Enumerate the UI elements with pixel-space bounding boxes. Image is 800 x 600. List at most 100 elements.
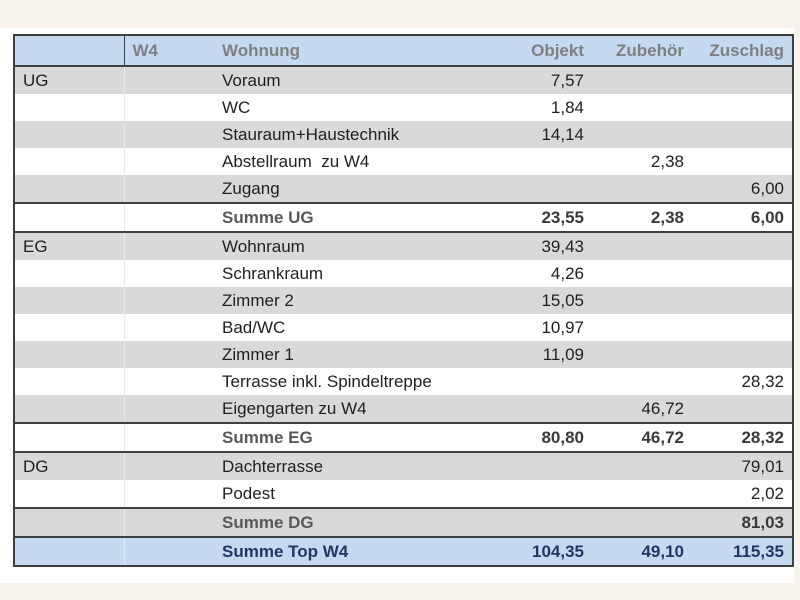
- level-cell: [14, 202, 125, 233]
- room-name-cell: Summe EG: [214, 422, 492, 453]
- level-cell: [14, 314, 125, 341]
- area-table: W4 Wohnung Objekt Zubehör Zuschlag UG Vor…: [13, 34, 794, 567]
- table-header: W4 Wohnung Objekt Zubehör Zuschlag: [14, 35, 793, 67]
- zubehoer-value-cell: 2,38: [592, 202, 692, 233]
- total-row: Summe Top W4 104,35 49,10 115,35: [14, 536, 793, 566]
- room-name-cell: Abstellraum zu W4: [214, 148, 492, 175]
- zubehoer-value-cell: [592, 507, 692, 538]
- level-cell: [14, 507, 125, 538]
- room-name-cell: Wohnraum: [214, 232, 492, 260]
- document-sheet: W4 Wohnung Objekt Zubehör Zuschlag UG Vor…: [0, 28, 795, 583]
- zuschlag-value-cell: 28,32: [692, 368, 793, 395]
- zubehoer-value-cell: [592, 480, 692, 508]
- w4-cell: [124, 260, 214, 287]
- header-wohnung: Wohnung: [214, 35, 492, 67]
- header-level: [14, 35, 125, 67]
- level-cell: [14, 121, 125, 148]
- objekt-value-cell: [492, 148, 592, 175]
- header-zuschlag: Zuschlag: [692, 35, 793, 67]
- zubehoer-value-cell: 49,10: [592, 536, 692, 566]
- objekt-value-cell: 7,57: [492, 66, 592, 94]
- objekt-value-cell: [492, 395, 592, 423]
- w4-cell: [124, 148, 214, 175]
- zuschlag-value-cell: [692, 395, 793, 423]
- w4-cell: [124, 175, 214, 203]
- room-name-cell: Summe UG: [214, 202, 492, 233]
- room-name-cell: Podest: [214, 480, 492, 508]
- table-row: Eigengarten zu W4 46,72: [14, 395, 793, 423]
- table-row: Abstellraum zu W4 2,38: [14, 148, 793, 175]
- header-w4: W4: [124, 35, 214, 67]
- summary-row: Summe EG 80,80 46,72 28,32: [14, 422, 793, 453]
- level-cell: DG: [14, 452, 125, 480]
- objekt-value-cell: 4,26: [492, 260, 592, 287]
- zubehoer-value-cell: [592, 452, 692, 480]
- zuschlag-value-cell: [692, 260, 793, 287]
- room-name-cell: Terrasse inkl. Spindeltreppe: [214, 368, 492, 395]
- zubehoer-value-cell: [592, 314, 692, 341]
- w4-cell: [124, 536, 214, 566]
- zubehoer-value-cell: [592, 287, 692, 314]
- table-row: Zimmer 1 11,09: [14, 341, 793, 368]
- zubehoer-value-cell: 46,72: [592, 422, 692, 453]
- objekt-value-cell: 10,97: [492, 314, 592, 341]
- objekt-value-cell: 39,43: [492, 232, 592, 260]
- zuschlag-value-cell: [692, 232, 793, 260]
- zuschlag-value-cell: [692, 314, 793, 341]
- objekt-value-cell: [492, 368, 592, 395]
- table-row: UG Voraum 7,57: [14, 66, 793, 94]
- zubehoer-value-cell: [592, 368, 692, 395]
- table-row: Stauraum+Haustechnik 14,14: [14, 121, 793, 148]
- zuschlag-value-cell: 6,00: [692, 175, 793, 203]
- level-cell: [14, 368, 125, 395]
- objekt-value-cell: 11,09: [492, 341, 592, 368]
- zuschlag-value-cell: 81,03: [692, 507, 793, 538]
- level-cell: EG: [14, 232, 125, 260]
- header-zubehoer: Zubehör: [592, 35, 692, 67]
- table-row: Zugang 6,00: [14, 175, 793, 203]
- zubehoer-value-cell: [592, 94, 692, 121]
- level-cell: [14, 260, 125, 287]
- zuschlag-value-cell: 115,35: [692, 536, 793, 566]
- room-name-cell: Dachterrasse: [214, 452, 492, 480]
- w4-cell: [124, 66, 214, 94]
- zuschlag-value-cell: [692, 121, 793, 148]
- level-cell: [14, 287, 125, 314]
- room-name-cell: Summe Top W4: [214, 536, 492, 566]
- zuschlag-value-cell: [692, 94, 793, 121]
- objekt-value-cell: [492, 480, 592, 508]
- zuschlag-value-cell: [692, 148, 793, 175]
- summary-row: Summe UG 23,55 2,38 6,00: [14, 202, 793, 233]
- table-row: DG Dachterrasse 79,01: [14, 452, 793, 480]
- room-name-cell: Zimmer 2: [214, 287, 492, 314]
- table-row: EG Wohnraum 39,43: [14, 232, 793, 260]
- objekt-value-cell: 104,35: [492, 536, 592, 566]
- level-cell: [14, 94, 125, 121]
- w4-cell: [124, 480, 214, 508]
- objekt-value-cell: [492, 507, 592, 538]
- objekt-value-cell: 14,14: [492, 121, 592, 148]
- table-row: Bad/WC 10,97: [14, 314, 793, 341]
- level-cell: [14, 480, 125, 508]
- level-cell: [14, 395, 125, 423]
- level-cell: [14, 175, 125, 203]
- zubehoer-value-cell: 46,72: [592, 395, 692, 423]
- header-objekt: Objekt: [492, 35, 592, 67]
- summary-row: Summe DG 81,03: [14, 507, 793, 538]
- table-body: UG Voraum 7,57 WC 1,84 Stauraum+Haustechnik 14…: [14, 66, 793, 566]
- room-name-cell: Stauraum+Haustechnik: [214, 121, 492, 148]
- w4-cell: [124, 121, 214, 148]
- room-name-cell: Eigengarten zu W4: [214, 395, 492, 423]
- zubehoer-value-cell: [592, 121, 692, 148]
- zubehoer-value-cell: [592, 66, 692, 94]
- w4-cell: [124, 287, 214, 314]
- w4-cell: [124, 422, 214, 453]
- w4-cell: [124, 395, 214, 423]
- w4-cell: [124, 452, 214, 480]
- objekt-value-cell: 15,05: [492, 287, 592, 314]
- objekt-value-cell: 23,55: [492, 202, 592, 233]
- w4-cell: [124, 314, 214, 341]
- objekt-value-cell: 80,80: [492, 422, 592, 453]
- table-row: Podest 2,02: [14, 480, 793, 508]
- w4-cell: [124, 507, 214, 538]
